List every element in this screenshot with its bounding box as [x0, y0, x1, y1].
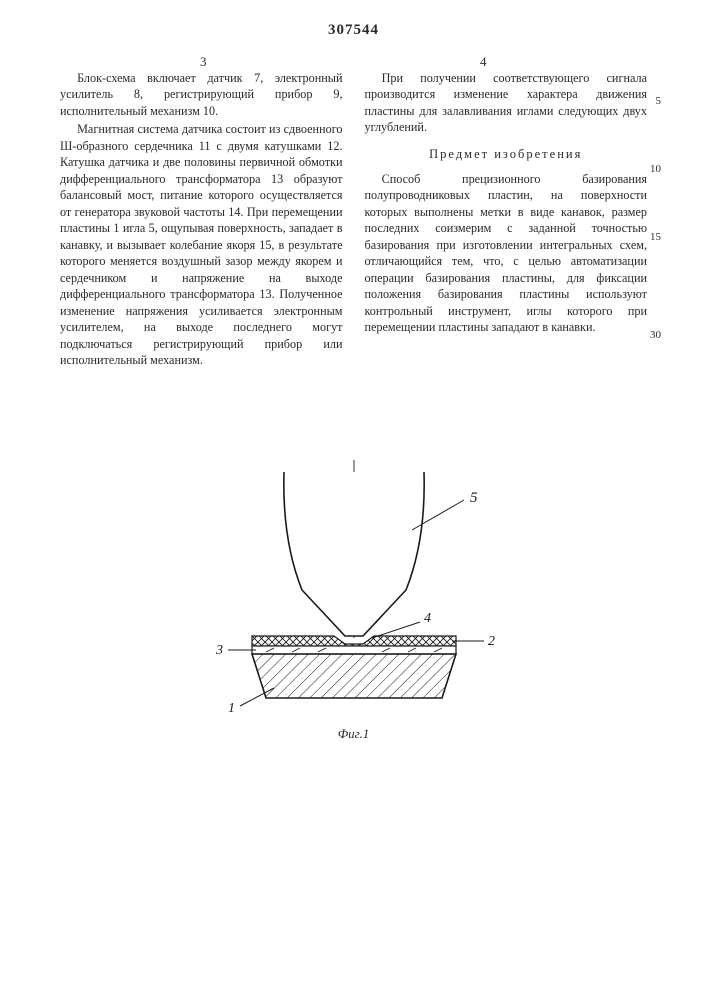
- label-4: 4: [424, 611, 431, 626]
- base-block: [252, 654, 456, 698]
- text-columns: Блок-схема включает датчик 7, электронны…: [60, 70, 647, 370]
- line-marker-30: 30: [650, 330, 661, 341]
- left-para-1: Блок-схема включает датчик 7, электронны…: [60, 70, 343, 119]
- subject-heading: Предмет изобретения: [365, 146, 648, 163]
- column-number-left: 3: [200, 54, 207, 70]
- right-column: 5 10 15 30 При получении соответствующег…: [365, 70, 648, 370]
- document-number: 307544: [0, 22, 707, 39]
- right-para-2: Способ прецизионного базирования полупро…: [365, 171, 648, 336]
- left-para-2: Магнитная система датчика состоит из сдв…: [60, 121, 343, 368]
- patent-page: 307544 3 4 Блок-схема включает датчик 7,…: [0, 0, 707, 1000]
- label-3: 3: [215, 643, 223, 658]
- label-1: 1: [228, 701, 235, 716]
- line-marker-15: 15: [650, 232, 661, 243]
- right-para-1: При получении соответствующего сигнала п…: [365, 70, 648, 136]
- line-marker-10: 10: [650, 164, 661, 175]
- label-5: 5: [470, 490, 478, 506]
- label-2: 2: [488, 634, 495, 649]
- figure-svg: 5 4 2 3 1: [174, 460, 534, 720]
- figure-caption: Фиг.1: [0, 726, 707, 742]
- left-column: Блок-схема включает датчик 7, электронны…: [60, 70, 343, 370]
- column-number-right: 4: [480, 54, 487, 70]
- line-marker-5: 5: [656, 96, 662, 107]
- probe-body: [283, 472, 423, 636]
- figure-1: 5 4 2 3 1 Фиг.1: [0, 460, 707, 742]
- wafer-layer: [252, 646, 456, 654]
